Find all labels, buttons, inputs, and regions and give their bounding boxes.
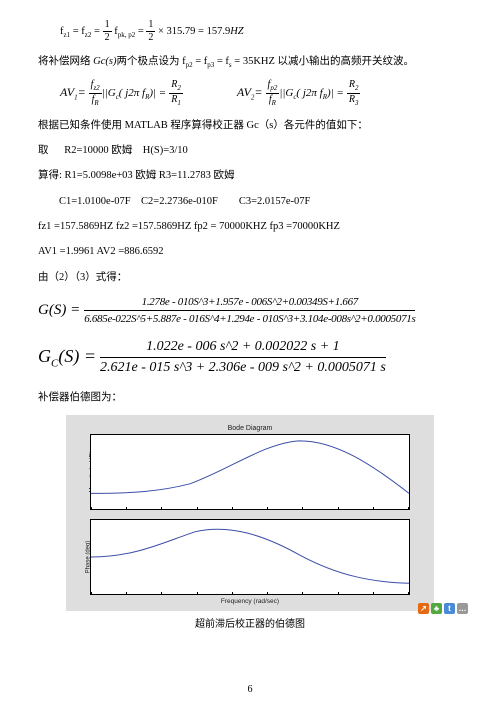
share-icon[interactable]: ↗ (418, 603, 429, 614)
phase-panel (90, 519, 410, 595)
share-icon[interactable]: t (444, 603, 455, 614)
gs-frac: 1.278e - 010S^3+1.957e - 006S^2+0.00349S… (84, 296, 415, 325)
sub: z2 (85, 31, 92, 39)
p-r1r3: 算得: R1=5.0098e+03 欧姆 R3=11.2783 欧姆 (38, 168, 462, 184)
p-bode-label: 补偿器伯德图为： (38, 390, 462, 406)
gcs-frac: 1.022e - 006 s^2 + 0.002022 s + 1 2.621e… (100, 339, 386, 376)
sub: pk, p2 (118, 31, 136, 39)
eq-av-row: AV1= fz2fR ||Gc( j2π fR)| = R2R1 AV2= fp… (38, 80, 462, 107)
share-toolbar[interactable]: ↗ ♣ t … (418, 603, 468, 614)
p-derive: 由（2）（3）式得： (38, 270, 462, 286)
magnitude-panel (90, 434, 410, 510)
p-caps: C1=1.0100e-07F C2=2.2736e-010F C3=2.0157… (38, 194, 462, 210)
txt: = (138, 26, 147, 37)
fz1: fz1 (60, 26, 70, 37)
txt: 两个极点设为 f (116, 56, 185, 67)
eq-freq: fz1 = fz2 = 12 fpk, p2 = 12 × 315.79 = 1… (38, 20, 462, 43)
magnitude-curve (91, 435, 409, 509)
p-freqs: fz1 =157.5869HZ fz2 =157.5869HZ fp2 = 70… (38, 219, 462, 235)
share-icon[interactable]: ♣ (431, 603, 442, 614)
figure-caption: 超前滞后校正器的伯德图 (38, 615, 462, 630)
p-r2: 取 R2=10000 欧姆 H(S)=3/10 (38, 143, 462, 159)
plot-title: Bode Diagram (74, 425, 426, 432)
txt: × 315.79 = 157.9 (158, 26, 230, 37)
half-fraction: 12 (146, 20, 155, 43)
txt: = (94, 26, 103, 37)
lhs: GC(S) = (38, 346, 96, 370)
more-icon[interactable]: … (457, 603, 468, 614)
txt: = f (193, 56, 208, 67)
phase-curve (91, 520, 409, 594)
lhs: G(S) = (38, 302, 80, 319)
bode-plot: Bode Diagram Magnitude (dB) Phase (deg) … (66, 415, 434, 611)
unit: HZ (230, 26, 243, 37)
gcs: Gc(s) (93, 56, 116, 67)
p-av: AV1 =1.9961 AV2 =886.6592 (38, 244, 462, 260)
txt: = 35KHZ 以减小输出的高频开关纹波。 (232, 56, 414, 67)
av1: AV1= fz2fR ||Gc( j2π fR)| = R2R1 (60, 80, 183, 107)
para-poles: 将补偿网络 Gc(s)两个极点设为 fp2 = fp3 = fs = 35KHZ… (38, 54, 462, 71)
half-fraction: 12 (103, 20, 112, 43)
txt: = f (214, 56, 229, 67)
txt: = f (73, 26, 85, 37)
av2: AV2= fp2fR ||Gc( j2π fR)| = R2R3 (237, 80, 361, 107)
xlabel: Frequency (rad/sec) (74, 598, 426, 605)
sub: p2 (186, 61, 193, 69)
txt: 将补偿网络 (38, 56, 93, 67)
eq-gs: G(S) = 1.278e - 010S^3+1.957e - 006S^2+0… (38, 296, 462, 325)
eq-gcs: GC(S) = 1.022e - 006 s^2 + 0.002022 s + … (38, 339, 462, 376)
page-number: 6 (0, 684, 500, 695)
p-matlab: 根据已知条件使用 MATLAB 程序算得校正器 Gc（s）各元件的值如下： (38, 118, 462, 134)
